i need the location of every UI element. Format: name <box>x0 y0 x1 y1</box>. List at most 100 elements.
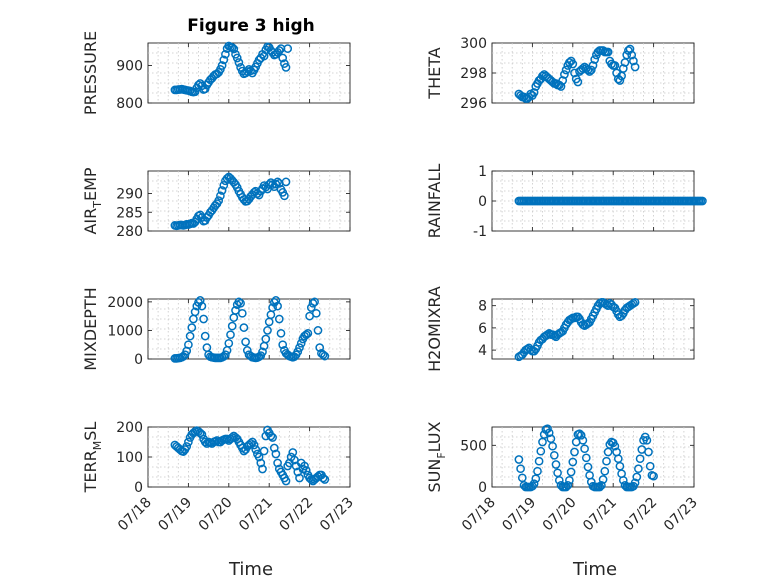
y-tick-label: 900 <box>116 59 143 75</box>
data-point <box>644 447 653 457</box>
panel-h2omixra: 4 6 8 H2OMIXRA <box>425 286 695 372</box>
data-point <box>296 338 306 348</box>
panel-terr-msl: 0 100 200 07/18 07/19 07/20 07/21 07/22 07/23 TER… <box>81 420 357 534</box>
data-point <box>278 340 288 350</box>
data-point <box>280 191 289 201</box>
data-point <box>274 314 284 324</box>
data-point <box>271 296 281 305</box>
data-point <box>561 65 571 75</box>
panel-rainfall: -1 0 1 RAINFALL <box>425 164 707 240</box>
data-point <box>263 326 272 335</box>
data-point <box>308 298 318 308</box>
data-point <box>185 331 195 341</box>
x-tick-label: 07/22 <box>621 495 661 535</box>
data-point <box>199 314 208 324</box>
x-tick-label: 07/18 <box>115 495 155 535</box>
data-point <box>258 464 267 474</box>
data-point <box>273 458 282 468</box>
data-point <box>627 50 637 60</box>
data-point <box>536 446 546 456</box>
data-point <box>259 446 269 456</box>
y-tick-label: 290 <box>116 187 143 203</box>
x-tick-label: 07/23 <box>661 495 701 535</box>
data-point <box>234 297 244 307</box>
x-tick-label: 07/19 <box>155 495 195 535</box>
x-tick-label: 07/19 <box>499 495 539 535</box>
y-tick-label: 0 <box>134 480 143 496</box>
data-point <box>549 450 559 460</box>
y-tick-label: 0 <box>134 352 143 368</box>
data-point <box>236 298 245 308</box>
data-point <box>268 433 277 442</box>
data-point <box>533 466 542 476</box>
data-point <box>249 440 259 450</box>
data-point <box>615 76 625 85</box>
data-point <box>200 331 210 341</box>
data-point <box>271 179 281 189</box>
data-point <box>194 80 203 90</box>
data-point <box>303 328 313 338</box>
data-point <box>558 76 568 85</box>
data-point <box>256 458 266 468</box>
data-point <box>295 343 304 352</box>
data-point <box>251 445 261 454</box>
data-point <box>570 447 579 457</box>
data-point <box>221 350 230 360</box>
data-point <box>563 480 573 490</box>
data-point <box>197 430 207 439</box>
data-point <box>239 323 249 332</box>
data-point <box>635 454 645 464</box>
data-point <box>224 338 234 348</box>
panel-air-temp: 280 285 290 AIRTEMP <box>81 167 351 240</box>
panel-theta: 296 298 300 THETA <box>425 36 695 112</box>
data-point <box>301 330 311 340</box>
data-point <box>258 347 267 357</box>
data-point <box>600 466 610 476</box>
data-point <box>184 437 193 447</box>
y-tick-label: 500 <box>460 438 487 454</box>
data-point <box>554 475 564 485</box>
y-tick-label: 4 <box>478 343 487 359</box>
data-point <box>516 464 525 474</box>
data-point <box>534 456 544 466</box>
data-point <box>575 429 584 439</box>
data-point <box>580 444 589 454</box>
data-point <box>698 196 707 206</box>
data-point <box>610 441 620 451</box>
x-tick-label: 07/22 <box>277 495 317 535</box>
data-point <box>271 449 281 459</box>
y-tick-label: 296 <box>460 96 487 112</box>
data-point <box>182 442 192 451</box>
data-point <box>266 431 276 441</box>
data-point <box>630 297 640 307</box>
data-point <box>313 326 323 335</box>
y-tick-label: 0 <box>478 194 487 210</box>
data-point <box>226 330 235 340</box>
x-axis-label-left: Time <box>228 559 273 580</box>
data-point <box>586 65 596 75</box>
data-point <box>184 340 193 350</box>
data-point <box>320 351 330 361</box>
data-point <box>214 196 224 205</box>
data-point <box>625 44 635 54</box>
y-axis-label: PRESSURE <box>81 31 100 115</box>
data-point <box>649 471 658 481</box>
data-point <box>632 472 642 482</box>
y-tick-label: 0 <box>478 480 487 496</box>
data-point <box>219 180 229 190</box>
data-point <box>598 475 608 484</box>
data-point <box>227 433 237 442</box>
x-tick-label: 07/21 <box>236 495 276 535</box>
data-point <box>603 47 613 57</box>
y-tick-label: 8 <box>478 299 487 315</box>
x-tick-label: 07/23 <box>317 495 357 535</box>
data-point <box>217 186 227 195</box>
data-point <box>561 482 571 492</box>
data-point <box>293 347 303 356</box>
data-point <box>229 44 239 54</box>
data-point <box>295 473 304 483</box>
y-tick-label: 1 <box>478 164 487 180</box>
y-axis-label: THETA <box>425 47 444 99</box>
data-point <box>190 307 200 317</box>
data-point <box>618 64 628 73</box>
